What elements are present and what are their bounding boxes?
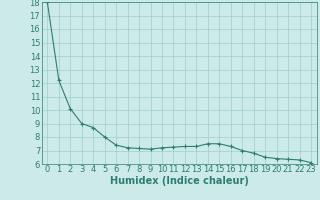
X-axis label: Humidex (Indice chaleur): Humidex (Indice chaleur) xyxy=(110,176,249,186)
